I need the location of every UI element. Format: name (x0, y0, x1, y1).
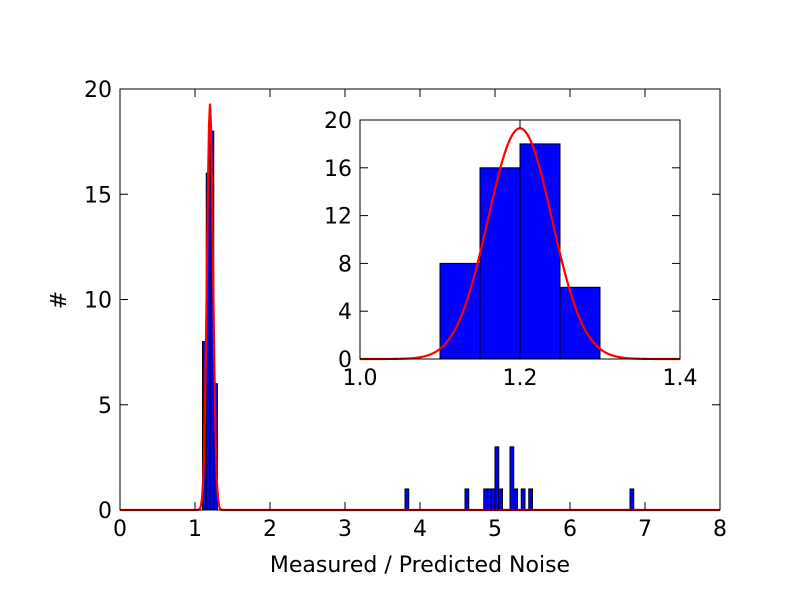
x-axis-label: Measured / Predicted Noise (270, 553, 570, 578)
main-x-tick-label: 0 (113, 517, 127, 542)
main-bar (404, 488, 410, 511)
inset-x-tick-label: 1.0 (343, 366, 378, 391)
inset-bar (559, 286, 601, 360)
main-bar (483, 488, 488, 511)
main-x-tick-label: 4 (413, 517, 427, 542)
inset-bars (439, 143, 601, 360)
inset-x-tick-label: 1.2 (503, 366, 538, 391)
inset-plot: 1.0 1.2 1.4 0 4 8 12 16 20 (324, 109, 698, 391)
main-bar (629, 488, 635, 511)
inset-fit-curve (360, 127, 680, 361)
y-axis-label: # (47, 291, 72, 309)
inset-bar (479, 167, 521, 360)
main-bar (487, 488, 492, 511)
inset-x-tick-label: 1.4 (663, 366, 698, 391)
main-bar (490, 488, 496, 511)
main-bar (528, 488, 533, 511)
main-y-tick-label: 15 (84, 183, 112, 208)
main-x-tick-label: 1 (188, 517, 202, 542)
main-bar (464, 488, 470, 511)
main-bar (509, 446, 515, 511)
main-y-tick-label: 5 (98, 394, 112, 419)
main-bar (513, 488, 518, 511)
main-x-tick-label: 5 (488, 517, 502, 542)
main-y-tick-label: 20 (84, 78, 112, 103)
main-x-tick-label: 8 (713, 517, 727, 542)
main-y-tick-label: 0 (98, 499, 112, 524)
main-bar (494, 446, 500, 511)
inset-y-tick-label: 4 (338, 300, 352, 325)
inset-y-tick-label: 12 (324, 205, 352, 230)
main-x-tick-label: 7 (638, 517, 652, 542)
inset-ticks: 1.0 1.2 1.4 0 4 8 12 16 20 (324, 109, 698, 391)
inset-y-tick-label: 16 (324, 157, 352, 182)
main-x-tick-label: 2 (263, 517, 277, 542)
inset-y-tick-label: 20 (324, 109, 352, 134)
main-x-tick-label: 6 (563, 517, 577, 542)
inset-y-tick-label: 8 (338, 252, 352, 277)
main-y-tick-label: 10 (84, 289, 112, 314)
main-bar (498, 488, 503, 511)
main-x-tick-label: 3 (338, 517, 352, 542)
main-bar (520, 488, 526, 511)
inset-y-tick-label: 0 (338, 348, 352, 373)
inset-bar (519, 143, 561, 360)
